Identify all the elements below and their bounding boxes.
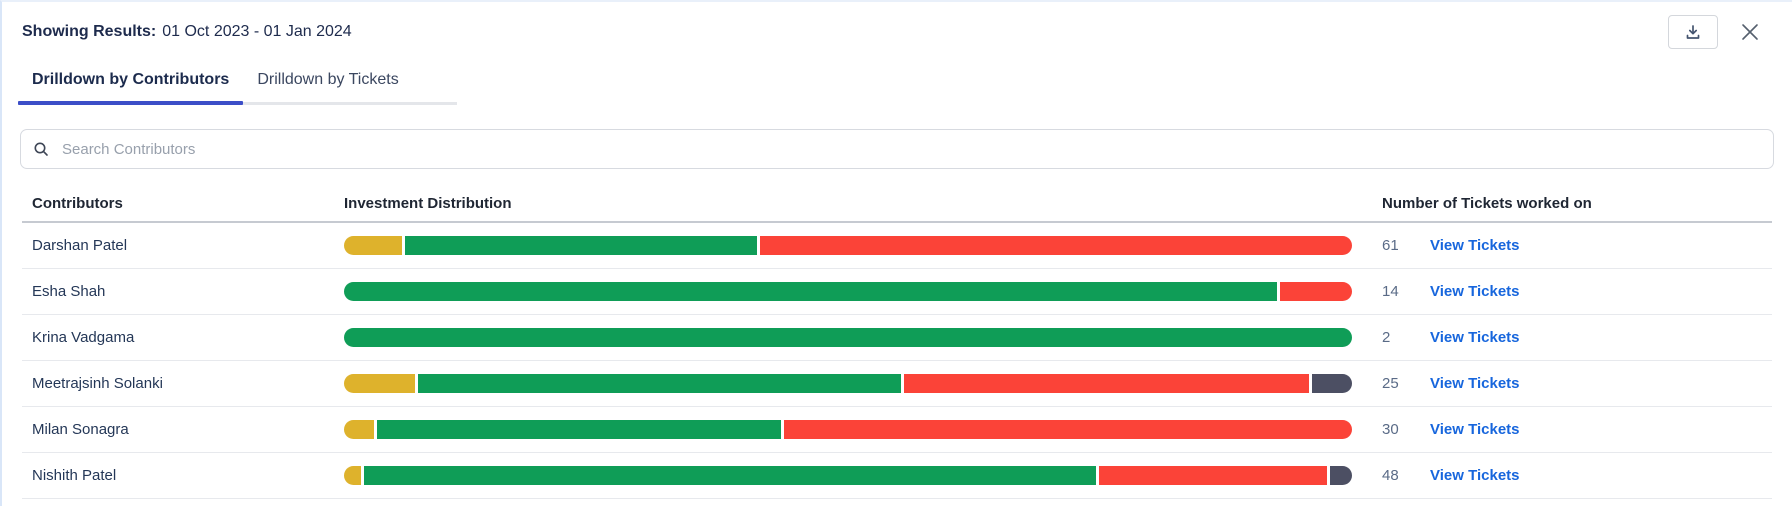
view-tickets-link[interactable]: View Tickets (1430, 420, 1520, 438)
bar-segment-red (903, 374, 1309, 393)
investment-bar (344, 282, 1352, 301)
bar-segment-gold (344, 466, 362, 485)
column-header-number-of-tickets: Number of Tickets worked on (1382, 194, 1592, 212)
close-icon (1739, 21, 1761, 43)
bar-segment-green (344, 328, 1352, 347)
table-header-row: Contributors Investment Distribution Num… (22, 185, 1772, 223)
column-header-investment-distribution: Investment Distribution (344, 194, 512, 212)
view-tickets-link[interactable]: View Tickets (1430, 466, 1520, 484)
drilldown-tabs: Drilldown by Contributors Drilldown by T… (18, 61, 457, 105)
bar-segment-red (783, 420, 1353, 439)
contributor-name: Nishith Patel (32, 467, 117, 484)
tickets-count: 2 (1382, 329, 1391, 346)
bar-segment-red (1099, 466, 1327, 485)
bar-segment-green (418, 374, 901, 393)
tickets-count: 61 (1382, 237, 1399, 254)
table-row: Krina Vadgama 2 View Tickets (22, 315, 1772, 361)
table-row: Nishith Patel 48 View Tickets (22, 453, 1772, 499)
results-summary: Showing Results: 01 Oct 2023 - 01 Jan 202… (22, 23, 352, 41)
investment-bar (344, 466, 1352, 485)
bar-segment-green (344, 282, 1278, 301)
contributor-name: Darshan Patel (32, 237, 128, 254)
view-tickets-link[interactable]: View Tickets (1430, 236, 1520, 254)
tab-drilldown-by-contributors[interactable]: Drilldown by Contributors (18, 61, 244, 105)
tickets-count: 48 (1382, 467, 1399, 484)
results-date-range: 01 Oct 2023 - 01 Jan 2024 (162, 23, 352, 40)
tickets-count: 30 (1382, 421, 1399, 438)
bar-segment-red (760, 236, 1352, 255)
bar-segment-red (1280, 282, 1352, 301)
table-row: Esha Shah 14 View Tickets (22, 269, 1772, 315)
search-icon (33, 141, 50, 158)
bar-segment-gold (344, 374, 416, 393)
contributor-name: Krina Vadgama (32, 329, 135, 346)
bar-segment-green (364, 466, 1096, 485)
bar-segment-green (404, 236, 758, 255)
table-row: Darshan Patel 61 View Tickets (22, 223, 1772, 269)
bar-segment-gold (344, 236, 402, 255)
close-button[interactable] (1738, 20, 1762, 44)
view-tickets-link[interactable]: View Tickets (1430, 328, 1520, 346)
bar-segment-slate (1329, 466, 1352, 485)
bar-segment-gold (344, 420, 375, 439)
download-icon (1684, 23, 1702, 41)
tickets-count: 14 (1382, 283, 1399, 300)
column-header-contributors: Contributors (32, 194, 123, 212)
contributors-table: Contributors Investment Distribution Num… (22, 185, 1772, 499)
contributor-search[interactable] (20, 129, 1774, 169)
contributor-name: Meetrajsinh Solanki (32, 375, 163, 392)
contributor-name: Esha Shah (32, 283, 106, 300)
tab-drilldown-by-tickets[interactable]: Drilldown by Tickets (257, 71, 399, 88)
tickets-count: 25 (1382, 375, 1399, 392)
investment-bar (344, 328, 1352, 347)
results-label: Showing Results: (22, 23, 157, 40)
view-tickets-link[interactable]: View Tickets (1430, 374, 1520, 392)
investment-bar (344, 236, 1352, 255)
search-input[interactable] (60, 139, 1761, 159)
bar-segment-slate (1311, 374, 1353, 393)
table-row: Meetrajsinh Solanki 25 View Tickets (22, 361, 1772, 407)
download-button[interactable] (1668, 15, 1718, 49)
investment-bar (344, 374, 1353, 393)
table-body: Darshan Patel 61 View Tickets Esha Shah … (22, 223, 1772, 499)
modal-header: Showing Results: 01 Oct 2023 - 01 Jan 202… (2, 2, 1792, 55)
investment-bar (344, 420, 1353, 439)
contributor-name: Milan Sonagra (32, 421, 129, 438)
view-tickets-link[interactable]: View Tickets (1430, 282, 1520, 300)
bar-segment-green (377, 420, 781, 439)
table-row: Milan Sonagra 30 View Tickets (22, 407, 1772, 453)
